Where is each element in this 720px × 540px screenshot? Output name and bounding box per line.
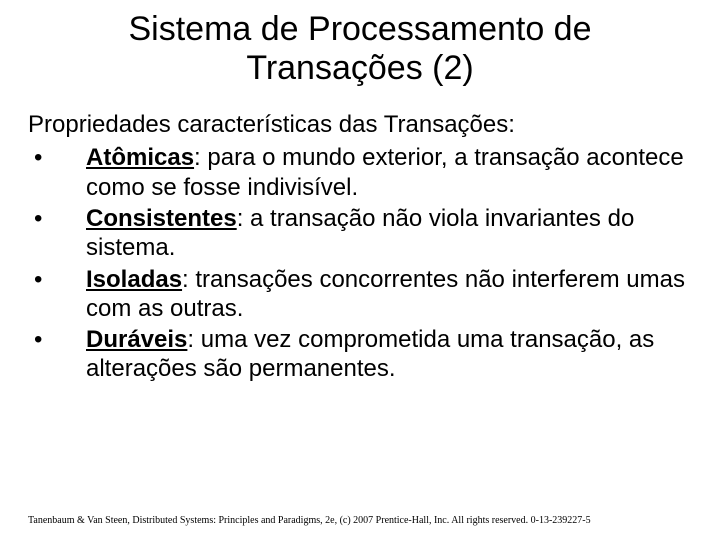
bullet-list: • Atômicas: para o mundo exterior, a tra… [28, 143, 692, 383]
list-item-text: Atômicas: para o mundo exterior, a trans… [86, 143, 692, 202]
bullet-icon: • [28, 204, 86, 233]
bullet-icon: • [28, 265, 86, 294]
intro-text: Propriedades características das Transaç… [28, 110, 692, 139]
list-item-text: Consistentes: a transação não viola inva… [86, 204, 692, 263]
term: Duráveis [86, 326, 187, 353]
footer-citation: Tanenbaum & Van Steen, Distributed Syste… [28, 516, 591, 526]
slide-title: Sistema de Processamento de Transações (… [0, 0, 720, 88]
list-item: • Atômicas: para o mundo exterior, a tra… [28, 143, 692, 202]
list-item: • Consistentes: a transação não viola in… [28, 204, 692, 263]
list-item: • Isoladas: transações concorrentes não … [28, 265, 692, 324]
term: Atômicas [86, 144, 194, 171]
bullet-icon: • [28, 143, 86, 172]
slide: Sistema de Processamento de Transações (… [0, 0, 720, 540]
list-item-text: Duráveis: uma vez comprometida uma trans… [86, 325, 692, 384]
term: Isoladas [86, 266, 182, 293]
list-item-text: Isoladas: transações concorrentes não in… [86, 265, 692, 324]
title-line-1: Sistema de Processamento de [128, 10, 591, 48]
list-item: • Duráveis: uma vez comprometida uma tra… [28, 325, 692, 384]
term: Consistentes [86, 205, 237, 232]
bullet-icon: • [28, 325, 86, 354]
slide-body: Propriedades características das Transaç… [0, 88, 720, 383]
title-line-2: Transações (2) [246, 49, 473, 87]
